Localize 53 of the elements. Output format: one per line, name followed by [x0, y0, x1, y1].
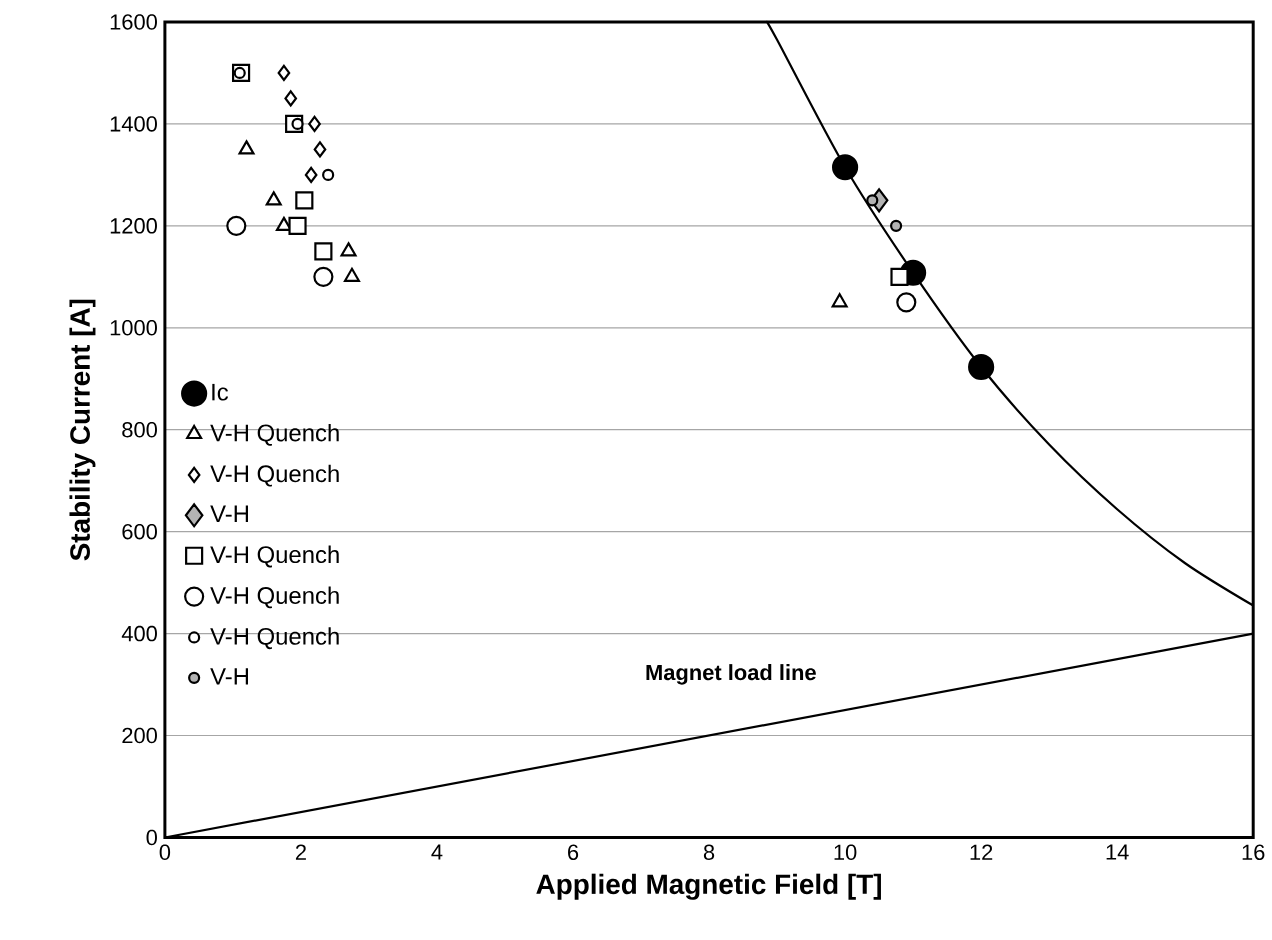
- legend-label: V-H Quench: [210, 464, 339, 487]
- point: [291, 117, 304, 130]
- point: [308, 115, 321, 132]
- point: [277, 64, 291, 81]
- point: [304, 166, 318, 183]
- point: [226, 215, 247, 236]
- y-tick-label: 0: [146, 829, 157, 846]
- point: [866, 194, 879, 207]
- point: [340, 242, 357, 257]
- y-tick-label: 800: [122, 421, 157, 438]
- legend-label: V-H: [210, 505, 248, 522]
- y-axis-title: Stability Current [A]: [69, 299, 96, 561]
- y-tick-label: 1000: [110, 319, 157, 336]
- y-tick-label: 1600: [110, 14, 157, 30]
- x-tick-label: 4: [431, 844, 443, 860]
- point: [890, 267, 909, 286]
- point: [968, 353, 995, 380]
- x-tick-label: 14: [1106, 844, 1129, 860]
- y-tick-label: 1400: [110, 115, 157, 132]
- point: [288, 216, 307, 235]
- y-tick-label: 600: [122, 523, 157, 540]
- point: [896, 292, 917, 313]
- x-tick-label: 2: [295, 844, 306, 860]
- point: [314, 242, 333, 261]
- point: [313, 266, 334, 287]
- legend-label: V-H Quench: [210, 627, 339, 649]
- legend-label: V-H: [210, 667, 248, 685]
- x-tick-label: 0: [159, 844, 171, 860]
- y-tick-label: 1200: [110, 217, 157, 234]
- point: [343, 267, 360, 282]
- annotation: Magnet load line: [646, 663, 816, 685]
- point: [295, 191, 314, 210]
- x-tick-label: 10: [834, 844, 857, 860]
- point: [284, 90, 298, 107]
- x-tick-label: 8: [703, 844, 715, 860]
- legend-label: V-H Quench: [210, 586, 339, 609]
- x-tick-label: 16: [1242, 844, 1265, 860]
- point: [322, 168, 335, 181]
- x-tick-label: 12: [970, 844, 993, 860]
- point: [265, 191, 282, 206]
- legend-label: V-H Quench: [210, 423, 339, 446]
- x-tick-label: 6: [568, 844, 579, 860]
- point: [233, 66, 246, 79]
- point: [890, 219, 903, 232]
- y-tick-label: 400: [121, 625, 157, 642]
- point: [313, 141, 327, 158]
- x-axis-title: Applied Magnetic Field [T]: [536, 873, 881, 900]
- legend-label: V-H Quench: [210, 545, 339, 568]
- y-tick-label: 200: [122, 727, 157, 744]
- point: [238, 140, 255, 155]
- point: [831, 293, 848, 308]
- legend-label: Ic: [212, 383, 229, 401]
- point: [832, 153, 859, 181]
